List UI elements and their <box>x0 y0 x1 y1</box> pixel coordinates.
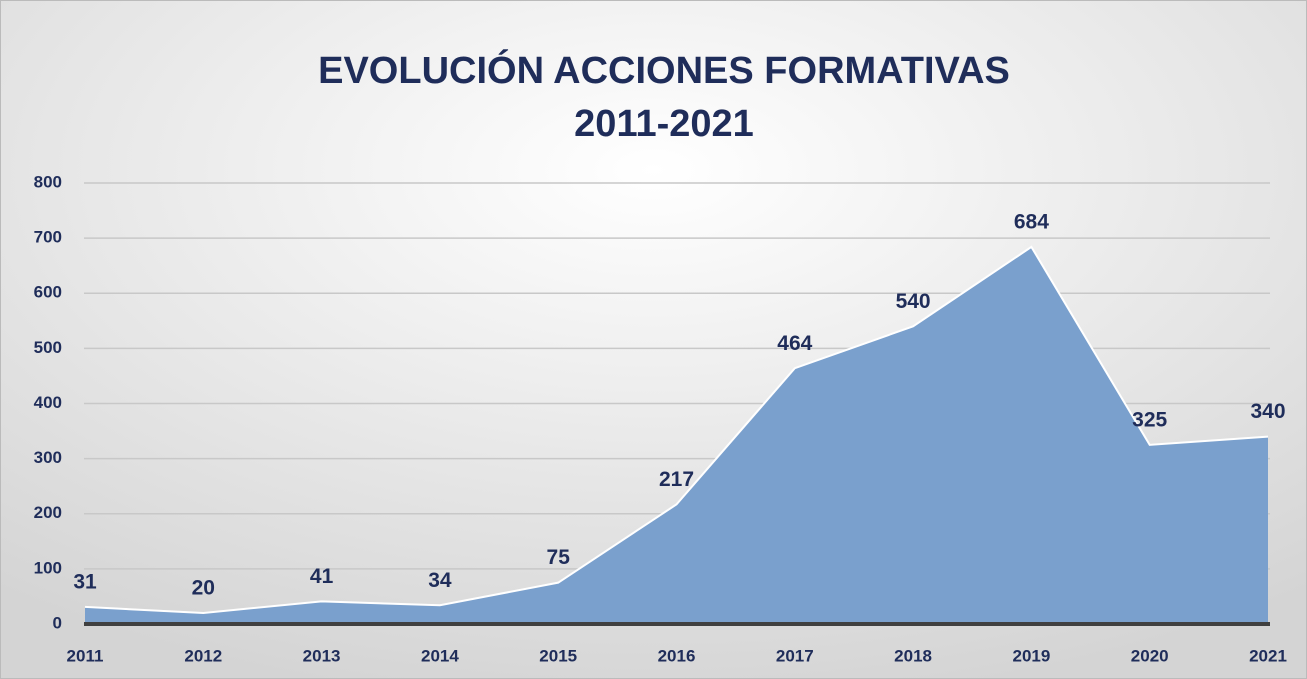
chart-title: 2011-2021 <box>574 103 754 145</box>
data-label: 540 <box>896 290 931 313</box>
data-label: 217 <box>659 468 694 491</box>
data-label: 340 <box>1250 400 1285 423</box>
x-tick-label: 2015 <box>539 646 577 665</box>
data-label: 41 <box>310 565 334 588</box>
data-label: 464 <box>777 332 812 355</box>
x-tick-label: 2014 <box>421 646 459 665</box>
x-tick-label: 2017 <box>776 646 814 665</box>
x-tick-label: 2018 <box>894 646 932 665</box>
chart-title: EVOLUCIÓN ACCIONES FORMATIVAS <box>318 48 1010 92</box>
y-tick-label: 300 <box>34 448 62 467</box>
data-label: 20 <box>192 577 215 600</box>
area-edge <box>84 245 1269 614</box>
x-tick-label: 2019 <box>1012 646 1050 665</box>
y-tick-label: 700 <box>34 228 62 247</box>
data-label: 325 <box>1132 408 1167 431</box>
y-tick-label: 600 <box>34 283 62 302</box>
data-label: 75 <box>547 546 571 569</box>
x-tick-label: 2016 <box>658 646 696 665</box>
data-label: 34 <box>428 569 452 592</box>
x-tick-label: 2013 <box>303 646 341 665</box>
y-tick-label: 100 <box>34 558 62 577</box>
y-tick-label: 200 <box>34 503 62 522</box>
y-tick-label: 400 <box>34 393 62 412</box>
y-tick-label: 0 <box>53 613 62 632</box>
area <box>85 246 1268 624</box>
x-tick-label: 2011 <box>67 646 104 665</box>
data-label: 684 <box>1014 210 1049 233</box>
x-tick-label: 2021 <box>1249 646 1287 665</box>
x-tick-label: 2012 <box>184 646 222 665</box>
data-label: 31 <box>73 570 97 593</box>
y-tick-label: 800 <box>34 172 62 191</box>
y-tick-label: 500 <box>34 338 62 357</box>
x-tick-label: 2020 <box>1131 646 1169 665</box>
